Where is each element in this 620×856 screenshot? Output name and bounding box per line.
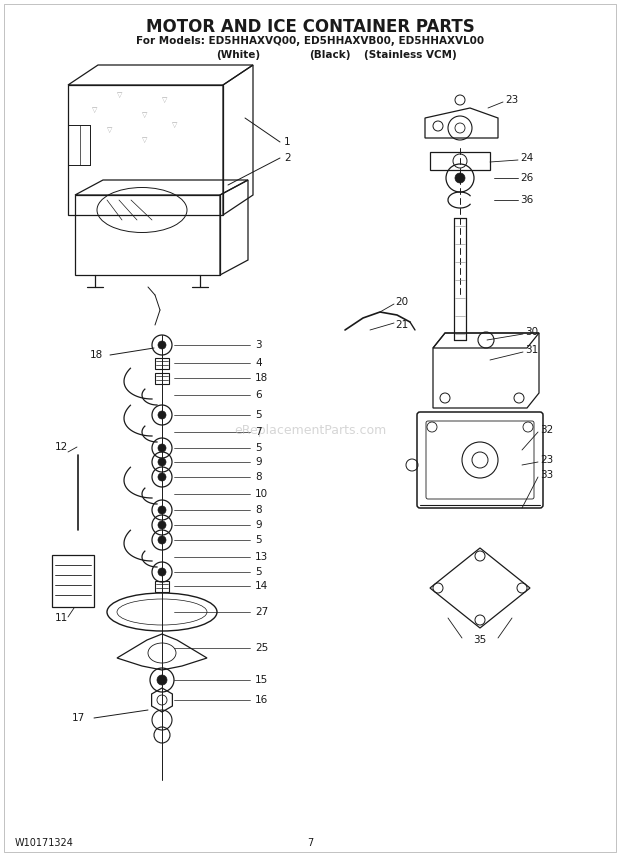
Text: ▽: ▽	[162, 97, 167, 103]
Circle shape	[158, 444, 166, 452]
Text: (White): (White)	[216, 50, 260, 60]
Circle shape	[158, 341, 166, 349]
Text: 26: 26	[520, 173, 533, 183]
Circle shape	[158, 536, 166, 544]
Text: MOTOR AND ICE CONTAINER PARTS: MOTOR AND ICE CONTAINER PARTS	[146, 18, 474, 36]
Text: 14: 14	[255, 581, 268, 591]
Text: 21: 21	[395, 320, 408, 330]
Bar	[430, 152, 490, 170]
Text: 8: 8	[255, 472, 262, 482]
Text: 9: 9	[255, 520, 262, 530]
Text: 7: 7	[255, 427, 262, 437]
Text: 7: 7	[307, 838, 313, 848]
Text: W10171324: W10171324	[15, 838, 74, 848]
Text: eReplacementParts.com: eReplacementParts.com	[234, 424, 386, 437]
Circle shape	[158, 506, 166, 514]
Text: 17: 17	[72, 713, 86, 723]
Text: 31: 31	[525, 345, 538, 355]
Text: 27: 27	[255, 607, 268, 617]
Text: (Black): (Black)	[309, 50, 351, 60]
Bar	[155, 581, 169, 592]
Text: 9: 9	[255, 457, 262, 467]
Circle shape	[158, 473, 166, 481]
Text: 5: 5	[255, 443, 262, 453]
Text: 10: 10	[255, 489, 268, 499]
Text: ▽: ▽	[107, 127, 113, 133]
Text: 8: 8	[255, 505, 262, 515]
Circle shape	[158, 568, 166, 576]
Text: 4: 4	[255, 358, 262, 368]
Bar	[52, 555, 94, 607]
Circle shape	[158, 521, 166, 529]
Text: 3: 3	[255, 340, 262, 350]
Text: 6: 6	[255, 390, 262, 400]
Circle shape	[157, 675, 167, 685]
Text: 30: 30	[525, 327, 538, 337]
Text: 24: 24	[520, 153, 533, 163]
Text: 16: 16	[255, 695, 268, 705]
Text: 23: 23	[505, 95, 518, 105]
Bar	[155, 373, 169, 384]
Text: 11: 11	[55, 613, 68, 623]
Text: ▽: ▽	[117, 92, 123, 98]
Text: 5: 5	[255, 567, 262, 577]
Text: 13: 13	[255, 552, 268, 562]
Text: 33: 33	[540, 470, 553, 480]
Text: ▽: ▽	[92, 107, 98, 113]
Text: 36: 36	[520, 195, 533, 205]
Text: ▽: ▽	[172, 122, 178, 128]
Circle shape	[158, 458, 166, 466]
Text: 12: 12	[55, 442, 68, 452]
Text: 25: 25	[255, 643, 268, 653]
Text: ▽: ▽	[143, 137, 148, 143]
Text: 5: 5	[255, 410, 262, 420]
Text: 2: 2	[284, 153, 291, 163]
Text: 23: 23	[540, 455, 553, 465]
Text: 18: 18	[255, 373, 268, 383]
Text: 20: 20	[395, 297, 408, 307]
Text: 35: 35	[474, 635, 487, 645]
Text: ▽: ▽	[143, 112, 148, 118]
Text: 15: 15	[255, 675, 268, 685]
Circle shape	[455, 173, 465, 183]
Text: 5: 5	[255, 535, 262, 545]
Text: (Stainless VCM): (Stainless VCM)	[363, 50, 456, 60]
Text: 1: 1	[284, 137, 291, 147]
Text: For Models: ED5HHAXVQ00, ED5HHAXVB00, ED5HHAXVL00: For Models: ED5HHAXVQ00, ED5HHAXVB00, ED…	[136, 36, 484, 46]
Circle shape	[158, 411, 166, 419]
Text: 32: 32	[540, 425, 553, 435]
Text: 18: 18	[90, 350, 104, 360]
Bar	[155, 358, 169, 369]
